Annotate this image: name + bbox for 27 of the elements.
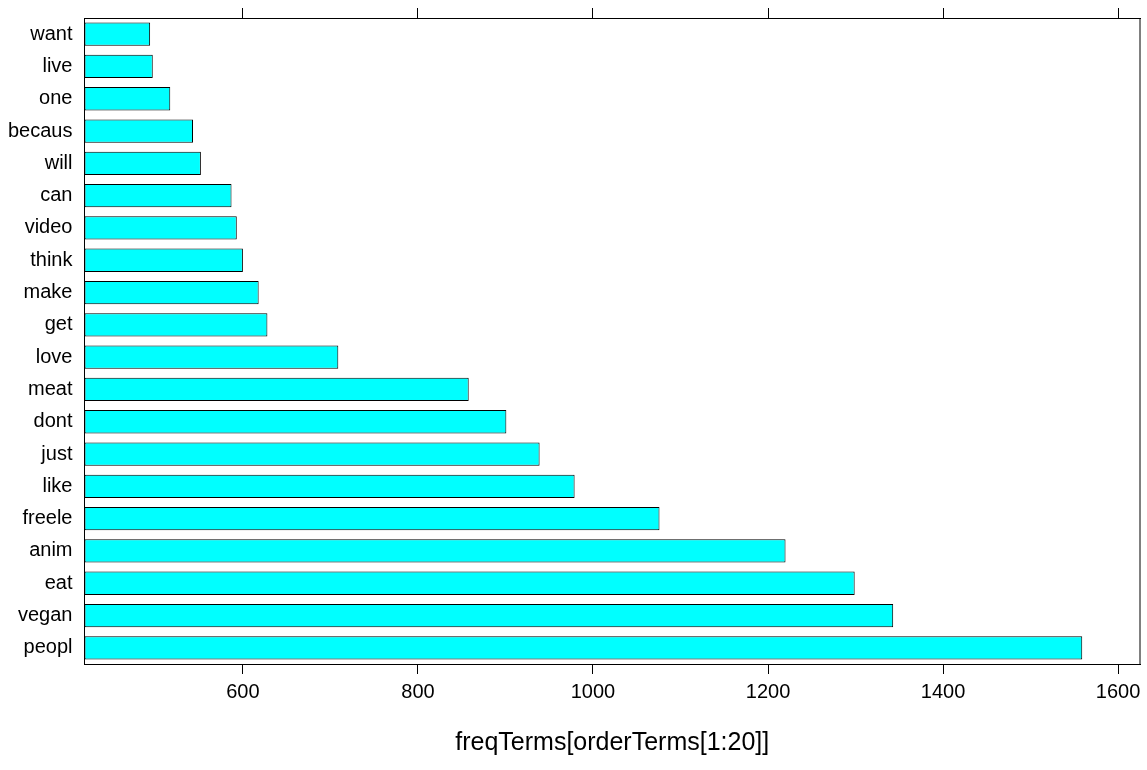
x-tick-label: 1000 [570,679,616,702]
y-tick-label: anim [29,538,73,561]
y-tick-label: becaus [7,118,73,141]
y-tick-label: dont [33,409,73,432]
y-tick-label: will [43,150,73,173]
x-tick-label: 1200 [745,679,791,702]
y-tick-label: get [44,312,73,335]
y-tick-label: just [40,441,73,464]
y-tick-label: think [30,247,74,270]
y-tick-label: want [29,21,73,44]
y-tick-label: live [42,53,73,76]
y-tick-label: make [23,280,73,303]
y-tick-label: meat [28,376,73,399]
x-tick-label: 1600 [1095,679,1141,702]
y-tick-label: can [40,183,73,206]
y-tick-label: vegan [17,603,73,626]
x-tick-label: 800 [401,679,435,702]
y-tick-label: love [35,344,73,367]
y-tick-label: eat [44,570,73,593]
y-tick-label: one [39,86,73,109]
y-tick-label: freele [22,506,73,529]
x-tick-label: 1400 [920,679,966,702]
x-tick-label: 600 [226,679,260,702]
x-axis-title: freqTerms[orderTerms[1:20]] [455,726,770,755]
y-tick-label: video [24,215,73,238]
y-tick-label: peopl [23,635,73,658]
y-tick-label: like [42,473,73,496]
